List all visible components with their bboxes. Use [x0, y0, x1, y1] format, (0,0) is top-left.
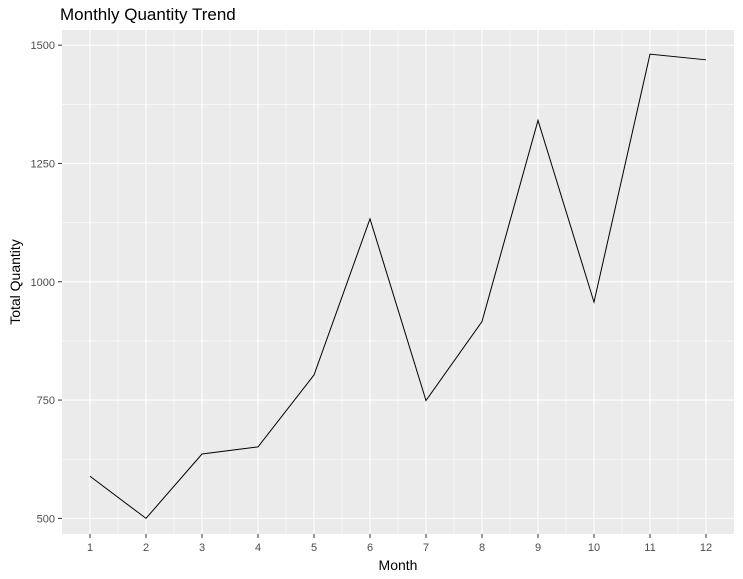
- x-tick-label: 6: [367, 542, 373, 554]
- x-tick-label: 3: [199, 542, 205, 554]
- x-tick-label: 1: [87, 542, 93, 554]
- x-tick-label: 7: [423, 542, 429, 554]
- y-tick-label: 500: [37, 513, 55, 525]
- y-tick-label: 1000: [31, 277, 55, 289]
- y-tick-label: 1500: [31, 40, 55, 52]
- y-tick-label: 750: [37, 395, 55, 407]
- y-axis-title: Total Quantity: [7, 239, 23, 325]
- chart-title: Monthly Quantity Trend: [60, 5, 236, 24]
- x-tick-label: 10: [588, 542, 600, 554]
- y-tick-label: 1250: [31, 158, 55, 170]
- y-axis: 500 750 1000 1250 1500: [31, 40, 62, 525]
- x-axis-title: Month: [379, 557, 418, 573]
- x-tick-label: 9: [535, 542, 541, 554]
- series-line: [89, 53, 707, 520]
- x-axis: 1 2 3 4 5 6 7 8 9 10 11 12: [87, 534, 712, 554]
- x-tick-label: 5: [311, 542, 317, 554]
- major-gridlines: [62, 30, 734, 534]
- x-tick-label: 4: [255, 542, 261, 554]
- x-tick-label: 11: [644, 542, 655, 554]
- x-tick-label: 12: [700, 542, 712, 554]
- x-tick-label: 2: [143, 542, 149, 554]
- x-tick-label: 8: [479, 542, 485, 554]
